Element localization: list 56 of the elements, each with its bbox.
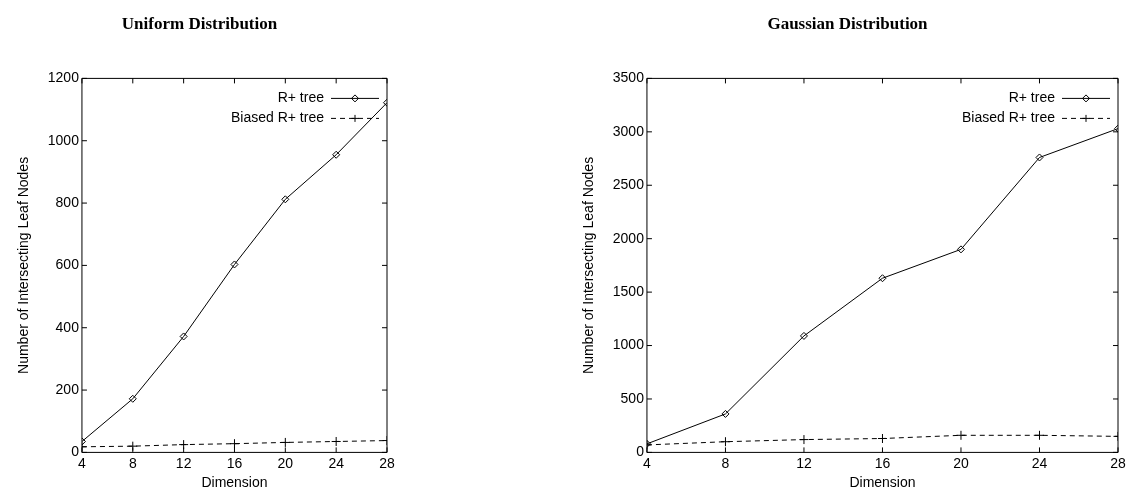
y-axis-title: Number of Intersecting Leaf Nodes (15, 156, 32, 374)
y-tick-label: 3000 (612, 122, 645, 139)
x-tick-label: 4 (643, 454, 652, 471)
x-tick-label: 20 (953, 454, 969, 471)
x-tick-label: 8 (721, 454, 730, 471)
x-tick-label: 8 (128, 454, 137, 471)
legend-label: Biased R+ tree (962, 109, 1056, 126)
x-tick-label: 12 (175, 454, 192, 471)
legend-label: R+ tree (1008, 89, 1056, 106)
y-tick-label: 800 (55, 193, 80, 210)
y-tick-label: 600 (55, 256, 80, 273)
x-axis-title: Dimension (201, 474, 268, 491)
point (230, 260, 239, 269)
point (955, 430, 966, 441)
y-tick-label: 3500 (612, 69, 645, 86)
x-tick-label: 20 (277, 454, 294, 471)
x-tick-label: 24 (1031, 454, 1048, 471)
point (878, 274, 887, 283)
point (956, 245, 965, 254)
y-tick-label: 1500 (612, 282, 645, 299)
point (799, 331, 808, 340)
point (128, 394, 137, 403)
chart-title: Uniform Distribution (121, 13, 278, 33)
y-tick-label: 0 (636, 443, 645, 460)
point (280, 437, 291, 448)
y-tick-label: 200 (55, 380, 80, 397)
point (332, 150, 341, 159)
y-tick-label: 1000 (612, 336, 645, 353)
point (877, 433, 888, 444)
x-tick-label: 24 (328, 454, 345, 471)
point (721, 409, 730, 418)
x-tick-label: 28 (1110, 454, 1126, 471)
legend-label: Biased R+ tree (231, 109, 325, 126)
y-tick-label: 0 (71, 443, 80, 460)
point (720, 436, 731, 447)
x-axis-title: Dimension (849, 474, 916, 491)
point (281, 195, 290, 204)
point (1034, 430, 1045, 441)
x-tick-label: 16 (226, 454, 243, 471)
legend-label: R+ tree (277, 89, 325, 106)
y-tick-label: 2000 (612, 229, 645, 246)
y-axis-title: Number of Intersecting Leaf Nodes (580, 156, 597, 374)
x-tick-label: 16 (874, 454, 891, 471)
x-tick-label: 12 (796, 454, 812, 471)
x-tick-label: 28 (379, 454, 395, 471)
y-tick-label: 2500 (612, 176, 645, 193)
point (331, 436, 342, 447)
x-tick-label: 4 (78, 454, 87, 471)
y-tick-label: 400 (55, 318, 80, 335)
y-tick-label: 1000 (47, 131, 80, 148)
point (1035, 153, 1044, 162)
y-tick-label: 1200 (47, 69, 80, 86)
y-tick-label: 500 (620, 389, 645, 406)
chart-title: Gaussian Distribution (767, 13, 929, 33)
point (179, 332, 188, 341)
point (798, 434, 809, 445)
